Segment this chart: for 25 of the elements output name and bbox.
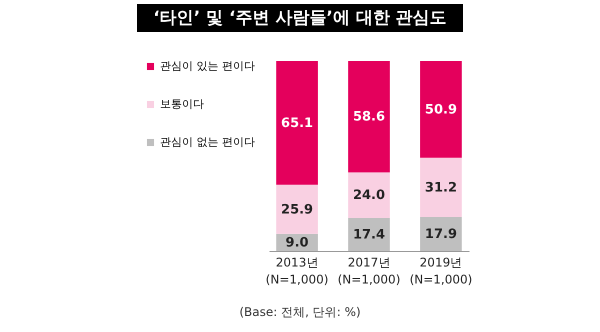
data-label: 25.9 xyxy=(281,202,314,218)
chart-title: ‘타인’ 및 ‘주변 사람들’에 대한 관심도 xyxy=(137,4,463,32)
x-tick-label: 2013년 (N=1,000) xyxy=(266,256,328,286)
data-label: 24.0 xyxy=(352,188,386,204)
bar xyxy=(420,158,462,217)
data-label: 50.9 xyxy=(424,102,457,118)
bar xyxy=(348,172,390,218)
data-label: 9.0 xyxy=(286,235,309,250)
data-label: 65.1 xyxy=(281,116,314,131)
bar xyxy=(276,61,318,185)
data-label: 31.2 xyxy=(424,180,457,196)
legend-label: 보통이다 xyxy=(160,98,204,110)
x-tick-label: 2019년 (N=1,000) xyxy=(410,256,472,286)
bar xyxy=(348,61,390,172)
x-tick-label: 2017년 (N=1,000) xyxy=(338,256,400,286)
bar xyxy=(276,184,318,234)
bar xyxy=(420,61,462,158)
bar xyxy=(420,216,462,251)
bar xyxy=(348,218,390,251)
text: (Base: 전체, 단위: %) xyxy=(238,304,362,321)
data-label: 17.4 xyxy=(352,227,386,242)
legend-label: 관심이 없는 편이다 xyxy=(160,136,255,148)
data-label: 58.6 xyxy=(352,110,386,125)
legend-label: 관심이 있는 편이다 xyxy=(160,60,255,72)
data-label: 17.9 xyxy=(424,226,457,242)
